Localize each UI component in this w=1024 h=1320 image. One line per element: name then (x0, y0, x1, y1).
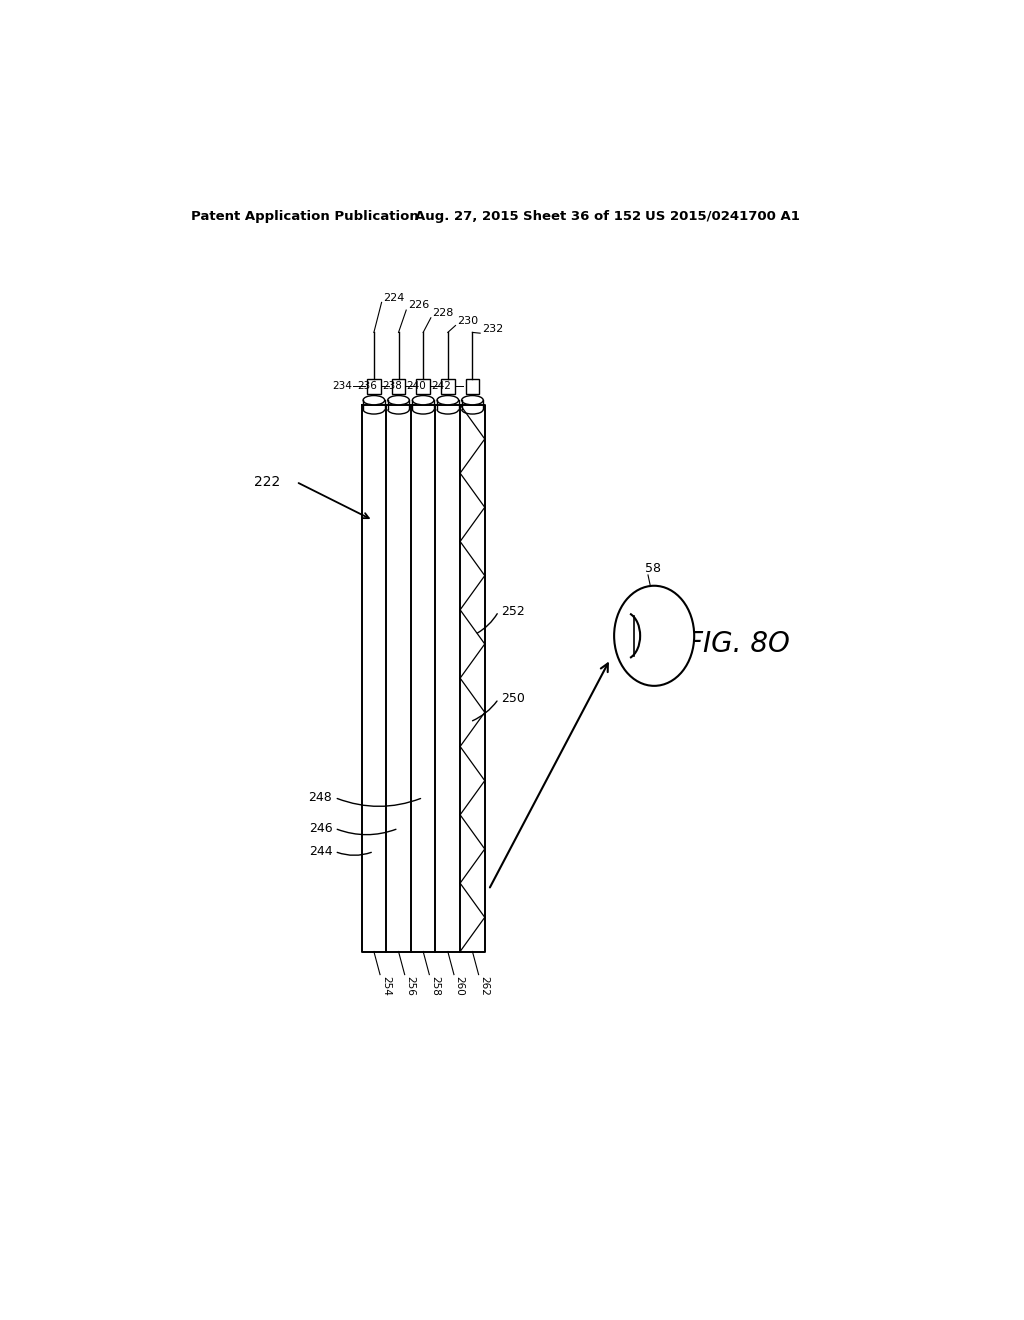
Text: 256: 256 (406, 977, 416, 997)
Text: 228: 228 (432, 308, 454, 318)
Text: 234: 234 (333, 381, 352, 391)
Text: 246: 246 (308, 822, 333, 834)
Ellipse shape (437, 396, 459, 405)
Ellipse shape (462, 396, 483, 405)
Ellipse shape (614, 586, 694, 686)
Text: 240: 240 (407, 381, 426, 391)
Text: 254: 254 (381, 977, 391, 997)
Text: 232: 232 (481, 323, 503, 334)
Bar (417, 379, 430, 395)
Text: US 2015/0241700 A1: US 2015/0241700 A1 (645, 210, 800, 223)
Text: Aug. 27, 2015: Aug. 27, 2015 (416, 210, 519, 223)
Text: 230: 230 (457, 315, 478, 326)
Text: FIG. 8O: FIG. 8O (687, 630, 791, 657)
Bar (367, 379, 381, 395)
Ellipse shape (364, 396, 385, 405)
Text: 242: 242 (431, 381, 451, 391)
Text: 222: 222 (254, 475, 281, 488)
Text: 250: 250 (501, 692, 525, 705)
Text: 262: 262 (479, 977, 489, 997)
Text: 236: 236 (357, 381, 377, 391)
Text: 244: 244 (308, 845, 333, 858)
Text: 58: 58 (645, 562, 660, 576)
Text: Sheet 36 of 152: Sheet 36 of 152 (523, 210, 641, 223)
Ellipse shape (413, 396, 434, 405)
Text: 258: 258 (430, 977, 440, 997)
Text: 238: 238 (382, 381, 401, 391)
Bar (466, 379, 479, 395)
Bar (441, 379, 455, 395)
Ellipse shape (388, 396, 410, 405)
Text: 226: 226 (408, 301, 429, 310)
Text: 252: 252 (501, 605, 524, 618)
Text: Patent Application Publication: Patent Application Publication (190, 210, 419, 223)
Text: 260: 260 (455, 977, 465, 995)
Text: 248: 248 (308, 791, 333, 804)
Text: 224: 224 (383, 293, 404, 302)
Bar (392, 379, 406, 395)
